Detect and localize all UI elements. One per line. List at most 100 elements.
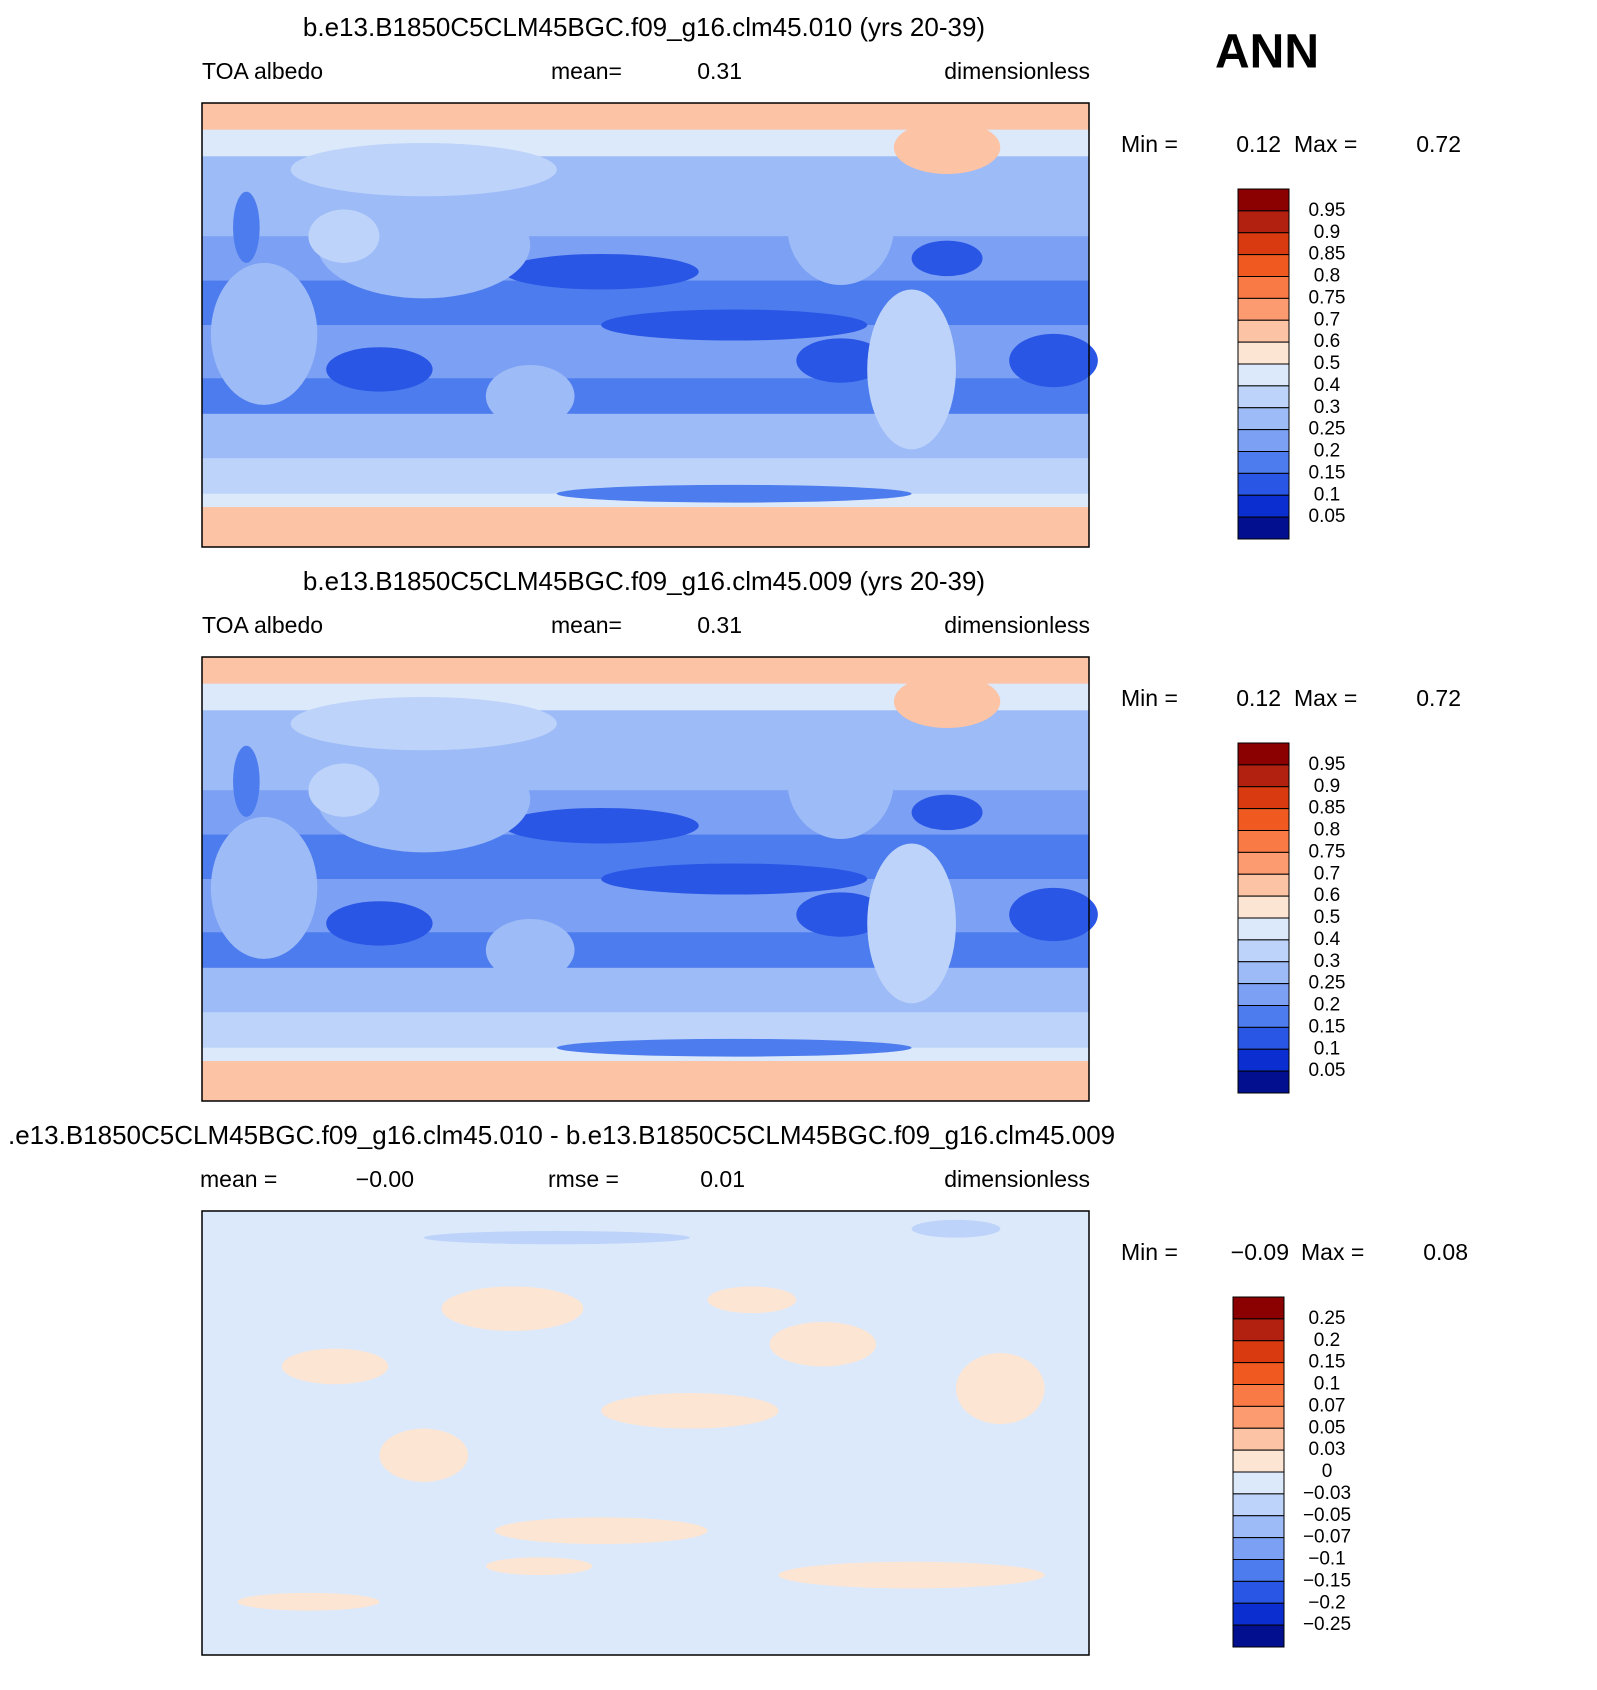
map-feature [556, 484, 912, 503]
map-land [317, 191, 531, 299]
rmse-label: rmse = [548, 1166, 619, 1192]
colorbar-label: 0.4 [1314, 375, 1341, 396]
colorbar-box [1237, 451, 1290, 474]
map-band [202, 378, 1089, 415]
mean-label: mean = [200, 1166, 277, 1192]
map [202, 657, 1098, 1102]
colorbar-label: 0.95 [1309, 754, 1346, 775]
colorbar-label: 0 [1322, 1461, 1333, 1482]
colorbar-box [1237, 808, 1290, 831]
colorbar-label: 0.8 [1314, 820, 1340, 841]
colorbar-box [1237, 494, 1290, 518]
map-feature [237, 1592, 380, 1611]
colorbar-label: 0.5 [1314, 907, 1340, 928]
colorbar-box [1237, 276, 1290, 299]
colorbar-box [1237, 188, 1290, 212]
colorbar-box [1237, 232, 1290, 256]
colorbar-box [1237, 1048, 1290, 1072]
colorbar-label: 0.2 [1314, 441, 1340, 462]
colorbar-box [1237, 851, 1290, 875]
colorbar-label: 0.85 [1309, 798, 1346, 819]
rmse-value: 0.01 [700, 1166, 745, 1192]
colorbar-box [1232, 1427, 1285, 1451]
mean-value: 0.31 [697, 612, 742, 638]
colorbar-box [1232, 1624, 1285, 1648]
colorbar-label: 0.6 [1314, 885, 1340, 906]
colorbar-box [1237, 1005, 1290, 1028]
colorbar-box [1237, 764, 1290, 788]
colorbar-label: 0.75 [1309, 841, 1346, 862]
colorbar-box [1237, 341, 1290, 365]
map-feature [281, 1348, 389, 1385]
min-value: 0.12 [1236, 685, 1281, 711]
units-label: dimensionless [944, 612, 1090, 638]
min-value: −0.09 [1231, 1239, 1289, 1265]
colorbar-box [1232, 1405, 1285, 1429]
map-feature [601, 1393, 779, 1429]
colorbar-box [1237, 873, 1290, 897]
min-label: Min = [1121, 1239, 1178, 1265]
colorbar-label: −0.07 [1303, 1527, 1351, 1548]
map-land [317, 745, 531, 853]
map-feature [233, 191, 260, 263]
max-value: 0.72 [1416, 131, 1461, 157]
map-feature [601, 863, 868, 895]
colorbar-box [1232, 1515, 1285, 1539]
map-feature [379, 1428, 469, 1482]
colorbar-box [1232, 1296, 1285, 1320]
colorbar-label: 0.9 [1314, 776, 1340, 797]
panel-title: .e13.B1850C5CLM45BGC.f09_g16.clm45.010 -… [8, 1120, 1115, 1150]
colorbar-label: 0.25 [1309, 419, 1346, 440]
map-band [202, 413, 1089, 459]
map-frame [201, 656, 1090, 1102]
map-feature [955, 1353, 1045, 1425]
map-land [787, 723, 894, 840]
colorbar-label: −0.03 [1303, 1483, 1351, 1504]
colorbar-label: 0.05 [1309, 1417, 1346, 1438]
map-land [893, 120, 1001, 175]
map-feature [503, 253, 699, 290]
colorbar-box [1237, 961, 1290, 985]
min-value: 0.12 [1236, 131, 1281, 157]
map-feature [556, 1038, 912, 1057]
colorbar-label: 0.9 [1314, 222, 1340, 243]
panel: b.e13.B1850C5CLM45BGC.f09_g16.clm45.010 … [201, 12, 1461, 548]
colorbar-label: −0.25 [1303, 1614, 1351, 1635]
colorbar-box [1237, 786, 1290, 810]
map-land [867, 289, 956, 450]
panel-title: b.e13.B1850C5CLM45BGC.f09_g16.clm45.010 … [303, 12, 985, 42]
variable-label: TOA albedo [202, 58, 323, 84]
colorbar-box [1237, 917, 1290, 941]
colorbar-label: 0.3 [1314, 397, 1340, 418]
colorbar-box [1237, 830, 1290, 853]
colorbar-label: 0.95 [1309, 200, 1346, 221]
colorbar-box [1237, 1070, 1290, 1094]
map-feature [423, 1230, 690, 1245]
colorbar-label: 0.85 [1309, 244, 1346, 265]
map-band [202, 932, 1089, 969]
max-value: 0.72 [1416, 685, 1461, 711]
map-land [867, 843, 956, 1004]
map-land [210, 816, 318, 959]
colorbar-box [1237, 407, 1290, 431]
map-land [308, 763, 380, 817]
colorbar-label: 0.25 [1309, 1308, 1346, 1329]
map-land [210, 262, 318, 405]
min-label: Min = [1121, 131, 1178, 157]
map-feature [796, 892, 885, 937]
mean-value: 0.31 [697, 58, 742, 84]
colorbar-box [1232, 1340, 1285, 1364]
variable-label: TOA albedo [202, 612, 323, 638]
colorbar-label: 0.1 [1314, 484, 1340, 505]
units-label: dimensionless [944, 58, 1090, 84]
colorbar-label: −0.1 [1308, 1549, 1346, 1570]
map-land [290, 142, 557, 197]
season-label: ANN [1215, 26, 1319, 79]
map-feature [778, 1561, 1045, 1589]
map-feature [326, 901, 433, 946]
mean-label: mean= [551, 612, 622, 638]
map-land [485, 918, 575, 982]
colorbar-box [1237, 210, 1290, 234]
max-label: Max = [1294, 685, 1357, 711]
